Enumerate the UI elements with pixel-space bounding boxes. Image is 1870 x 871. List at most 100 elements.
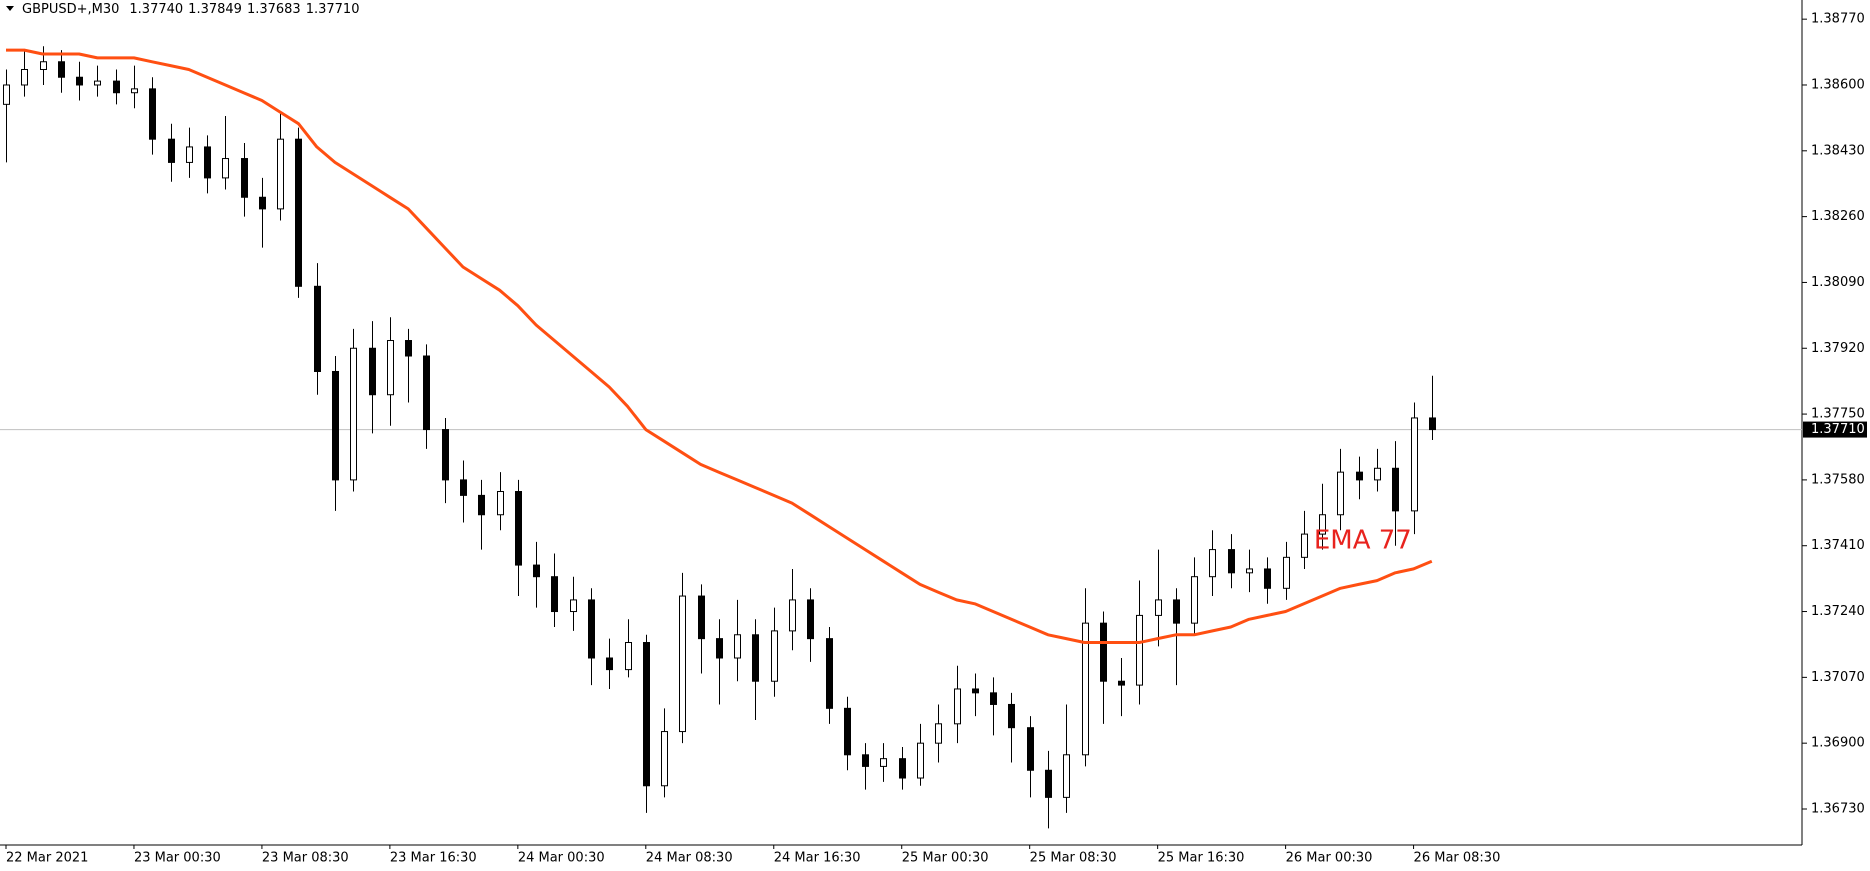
candle-body: [954, 688, 961, 725]
candle-body: [1429, 417, 1436, 431]
candle-body: [551, 576, 558, 613]
candle-body: [1374, 467, 1381, 481]
candle-body: [606, 657, 613, 671]
candle-body: [972, 688, 979, 694]
chart-header: GBPUSD+,M30 1.37740 1.37849 1.37683 1.37710: [22, 2, 359, 17]
y-tick-label: 1.38430: [1811, 143, 1865, 158]
y-tick-label: 1.38770: [1811, 12, 1865, 27]
candle-body: [168, 138, 175, 163]
candle-body: [1264, 568, 1271, 589]
candle-body: [40, 61, 47, 70]
candle-body: [1027, 727, 1034, 771]
candle-body: [131, 88, 138, 94]
symbol: GBPUSD+,M30: [22, 2, 119, 17]
candle-body: [277, 138, 284, 210]
candle-body: [844, 707, 851, 756]
x-tick-label: 24 Mar 08:30: [646, 851, 733, 866]
candle-body: [533, 564, 540, 578]
candle-body: [94, 80, 101, 86]
candle-body: [625, 642, 632, 671]
candle-body: [899, 758, 906, 779]
x-tick-label: 26 Mar 00:30: [1286, 851, 1373, 866]
candle-body: [789, 599, 796, 632]
candle-body: [515, 491, 522, 566]
candle-body: [1356, 471, 1363, 481]
candle-body: [350, 347, 357, 481]
candle-body: [405, 340, 412, 357]
candle-body: [698, 595, 705, 640]
header-ohlc: 1.37740: [129, 2, 183, 17]
candle-body: [1228, 549, 1235, 574]
candle-body: [442, 429, 449, 481]
candle-body: [332, 370, 339, 481]
candle-body: [1100, 622, 1107, 682]
candle-body: [643, 642, 650, 787]
y-tick-label: 1.37070: [1811, 670, 1865, 685]
candle-body: [369, 347, 376, 396]
current-price-box: [1803, 421, 1867, 438]
menu-arrow[interactable]: [6, 6, 14, 11]
candle-body: [1411, 417, 1418, 512]
candle-body: [1136, 614, 1143, 686]
candle-body: [222, 158, 229, 179]
candle-body: [3, 84, 10, 105]
y-tick-label: 1.36730: [1811, 801, 1865, 816]
candle-body: [113, 80, 120, 94]
candle-body: [387, 340, 394, 396]
candle-body: [1118, 680, 1125, 686]
y-tick-label: 1.37410: [1811, 538, 1865, 553]
header-ohlc: 1.37849: [188, 2, 242, 17]
y-tick-label: 1.38090: [1811, 275, 1865, 290]
candle-body: [295, 138, 302, 287]
candle-body: [588, 599, 595, 659]
candle-body: [21, 68, 28, 86]
candle-body: [1246, 568, 1253, 574]
candle-body: [204, 146, 211, 179]
candle-body: [314, 285, 321, 372]
candle-body: [1155, 599, 1162, 616]
candle-body: [1008, 703, 1015, 729]
candle-body: [1319, 514, 1326, 535]
current-price-label: 1.37710: [1811, 422, 1865, 437]
x-tick-label: 22 Mar 2021: [6, 851, 88, 866]
candle-body: [862, 754, 869, 767]
candle-body: [880, 758, 887, 767]
candle-body: [826, 638, 833, 709]
candle-body: [661, 731, 668, 787]
x-tick-label: 23 Mar 16:30: [390, 851, 477, 866]
ema-line: [6, 48, 1433, 644]
candle-body: [259, 196, 266, 210]
candle-body: [76, 76, 83, 86]
candle-body: [1063, 754, 1070, 798]
candle-body: [1283, 556, 1290, 589]
candle-body: [771, 630, 778, 682]
candle-body: [570, 599, 577, 613]
x-tick-label: 24 Mar 16:30: [774, 851, 861, 866]
candle-body: [478, 494, 485, 516]
y-tick-label: 1.37240: [1811, 604, 1865, 619]
y-tick-label: 1.37580: [1811, 472, 1865, 487]
x-tick-label: 23 Mar 00:30: [134, 851, 221, 866]
candle-body: [807, 599, 814, 640]
candle-body: [1337, 471, 1344, 516]
y-tick-label: 1.38600: [1811, 77, 1865, 92]
x-tick-label: 25 Mar 08:30: [1030, 851, 1117, 866]
x-tick-label: 25 Mar 00:30: [902, 851, 989, 866]
x-tick-label: 23 Mar 08:30: [262, 851, 349, 866]
candle-body: [58, 61, 65, 78]
ema-label: EMA 77: [1314, 526, 1412, 556]
candle-body: [1392, 467, 1399, 512]
candle-body: [679, 595, 686, 733]
candle-body: [460, 479, 467, 496]
candle-body: [917, 742, 924, 779]
candle-body: [734, 634, 741, 659]
candle-body: [1045, 769, 1052, 798]
candle-body: [1173, 599, 1180, 624]
candle-body: [716, 638, 723, 659]
header-ohlc: 1.37710: [306, 2, 360, 17]
candle-body: [241, 158, 248, 198]
candle-body: [1082, 622, 1089, 756]
candle-body: [149, 88, 156, 140]
